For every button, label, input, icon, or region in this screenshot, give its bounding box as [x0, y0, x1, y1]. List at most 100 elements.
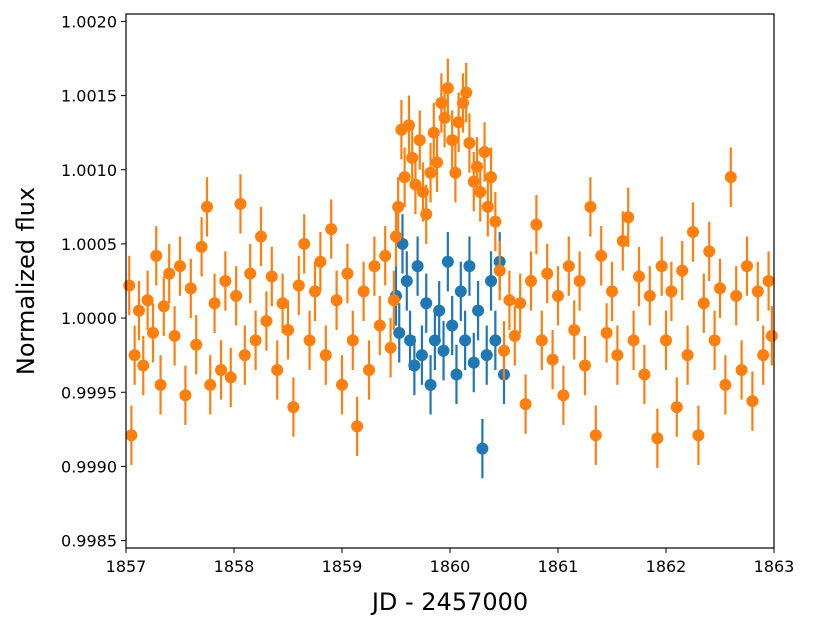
data-point	[730, 289, 743, 302]
data-point	[420, 297, 433, 310]
data-point	[137, 359, 150, 372]
data-point	[552, 289, 564, 302]
data-point	[219, 275, 232, 287]
data-point	[238, 349, 251, 362]
data-layer	[123, 58, 778, 479]
x-tick-label: 1863	[754, 557, 795, 576]
data-point	[765, 329, 778, 342]
data-point	[643, 289, 656, 302]
x-tick-label: 1858	[214, 557, 255, 576]
data-point	[255, 230, 267, 243]
data-point	[132, 304, 145, 317]
data-point	[265, 270, 278, 283]
data-point	[508, 329, 521, 342]
y-tick-label: 0.9995	[61, 383, 117, 402]
data-point	[692, 429, 705, 442]
data-point	[589, 429, 602, 442]
data-point	[341, 267, 354, 280]
data-point	[735, 364, 748, 376]
y-tick-label: 0.9985	[61, 532, 117, 551]
data-point	[741, 260, 753, 273]
data-point	[215, 364, 228, 376]
data-point	[428, 334, 441, 347]
y-axis-label: Normalized flux	[12, 187, 40, 375]
data-point	[651, 432, 664, 445]
data-point	[351, 420, 364, 433]
data-point	[325, 223, 338, 236]
data-point	[606, 285, 618, 298]
data-point	[408, 359, 421, 372]
data-point	[535, 334, 548, 347]
data-point	[474, 186, 487, 198]
data-point	[525, 275, 537, 287]
data-point	[400, 275, 413, 287]
data-point	[627, 334, 640, 347]
data-point	[454, 285, 467, 298]
data-point	[271, 364, 284, 376]
data-point	[514, 297, 527, 310]
data-point	[697, 297, 710, 310]
data-point	[420, 208, 433, 221]
data-point	[392, 200, 405, 213]
data-point	[622, 211, 635, 224]
data-point	[437, 344, 450, 357]
data-point	[655, 260, 668, 273]
data-point	[411, 260, 424, 273]
data-point	[463, 260, 476, 273]
data-point	[179, 389, 192, 402]
data-point	[595, 249, 608, 262]
y-tick-label: 0.9990	[61, 457, 117, 476]
data-point	[530, 218, 543, 231]
data-point	[478, 145, 491, 158]
data-point	[224, 371, 237, 384]
data-point	[298, 237, 311, 250]
data-point	[390, 230, 402, 243]
data-point	[450, 368, 463, 381]
data-point	[573, 275, 586, 287]
data-point	[441, 82, 454, 95]
y-tick-label: 1.0000	[61, 309, 117, 328]
data-point	[472, 304, 485, 317]
data-point	[757, 349, 770, 362]
data-point	[184, 282, 197, 295]
data-point	[480, 349, 493, 362]
data-point	[415, 349, 428, 362]
series-group	[123, 58, 778, 468]
x-tick-label: 1860	[430, 557, 471, 576]
x-axis-label: JD - 2457000	[370, 588, 528, 616]
data-point	[714, 282, 726, 295]
data-point	[584, 200, 597, 213]
data-point	[287, 401, 300, 414]
data-point	[336, 378, 348, 391]
data-point	[282, 323, 294, 336]
data-point	[467, 356, 480, 369]
data-point	[309, 285, 321, 298]
data-point	[276, 297, 289, 310]
data-point	[485, 275, 498, 287]
y-tick-label: 1.0020	[61, 12, 117, 31]
x-axis: 1857 1858 1859 1860 1861 1862 1863	[106, 548, 795, 576]
data-point	[413, 134, 426, 147]
data-point	[190, 338, 203, 351]
data-point	[373, 319, 386, 332]
data-point	[489, 215, 502, 228]
data-point	[319, 349, 332, 362]
data-point	[446, 319, 459, 332]
data-point	[724, 171, 737, 184]
data-point	[660, 334, 672, 347]
data-point	[249, 334, 262, 347]
data-point	[163, 267, 176, 280]
data-point	[498, 344, 510, 357]
data-point	[557, 389, 570, 402]
data-point	[568, 323, 581, 336]
x-tick-label: 1857	[106, 557, 147, 576]
data-point	[493, 264, 506, 277]
data-point	[404, 334, 417, 347]
data-point	[147, 326, 159, 339]
data-point	[600, 326, 613, 339]
data-point	[503, 294, 516, 307]
data-point	[128, 349, 141, 362]
data-point	[579, 359, 591, 372]
data-point	[681, 349, 694, 362]
